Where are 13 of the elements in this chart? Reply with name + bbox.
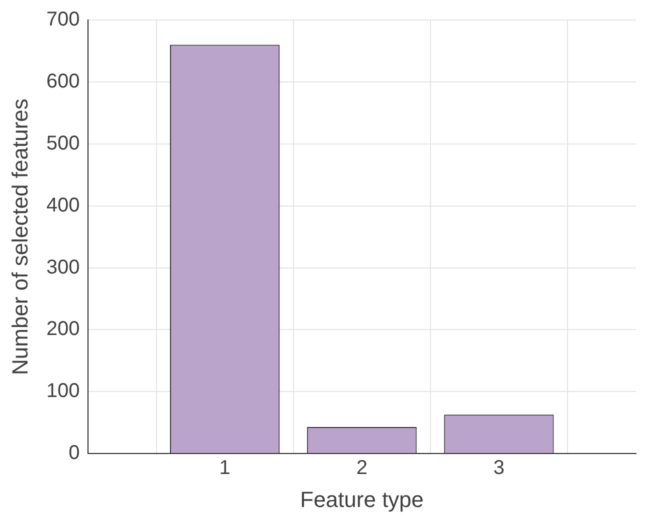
y-tick-label: 0	[68, 442, 80, 464]
y-tick-label: 400	[46, 194, 80, 216]
y-tick-label: 700	[46, 8, 80, 31]
y-tick-label: 200	[46, 318, 80, 340]
x-tick-label: 3	[493, 457, 505, 480]
x-axis-title: Feature type	[300, 486, 424, 512]
y-tick-label: 500	[46, 132, 80, 154]
y-tick-label: 100	[46, 380, 80, 402]
y-tick-label: 300	[46, 256, 80, 278]
x-tick-label: 1	[219, 457, 230, 480]
x-tick-label: 2	[356, 457, 368, 480]
y-tick-label: 600	[46, 70, 80, 92]
y-axis-title: Number of selected features	[7, 98, 32, 375]
